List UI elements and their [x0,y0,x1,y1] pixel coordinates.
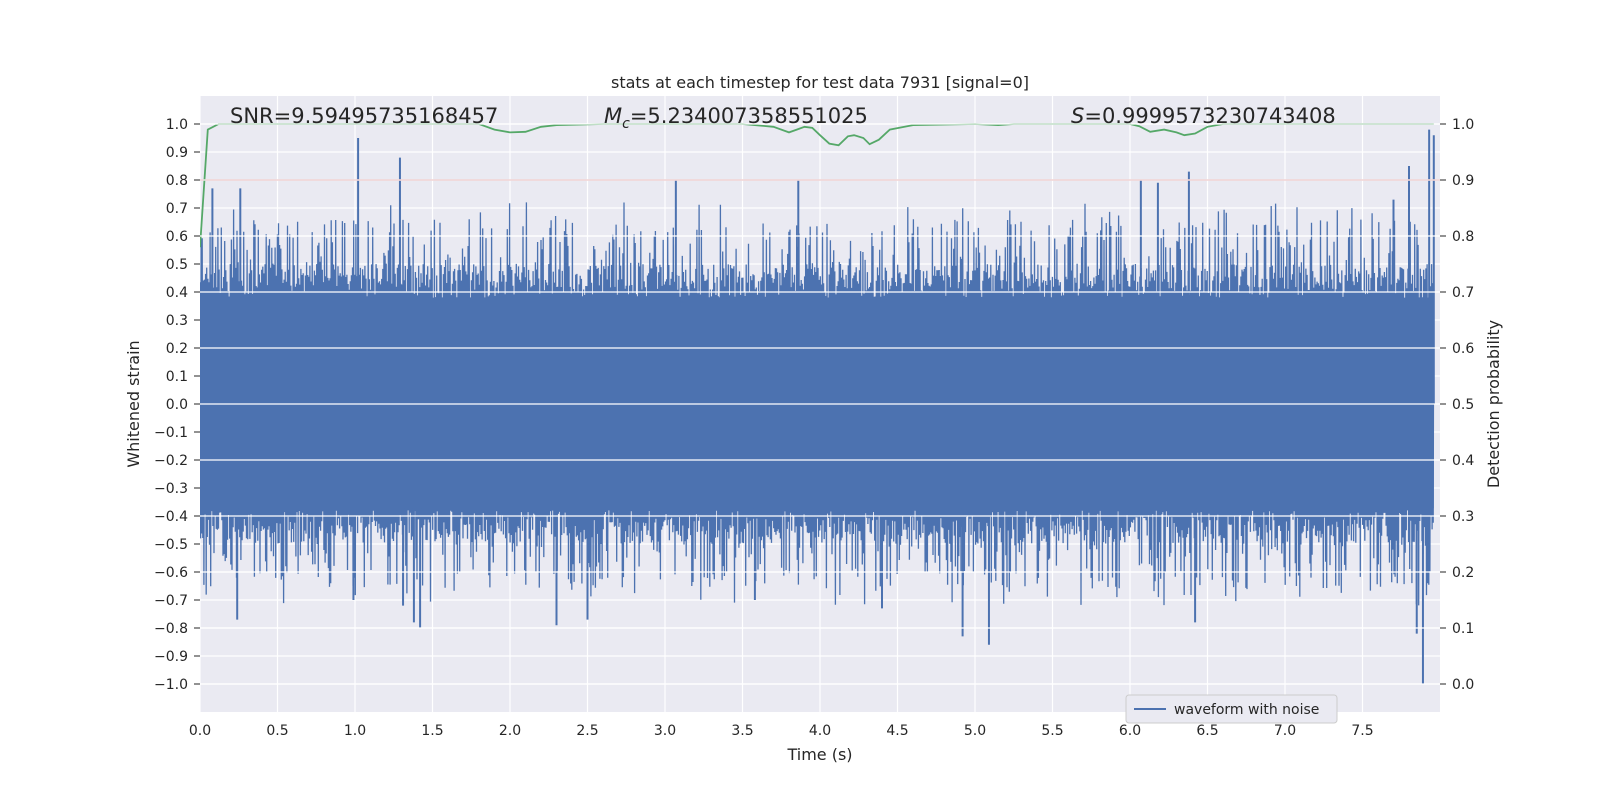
y2-tick-label: 0.3 [1452,509,1474,525]
y-tick-label: −0.9 [154,649,188,665]
y-tick-label: 0.4 [166,285,188,301]
y-tick-label: −0.1 [154,425,188,441]
y-tick-label: −0.3 [154,481,188,497]
x-tick-label: 3.5 [731,723,753,739]
x-tick-label: 4.5 [886,723,908,739]
x-tick-label: 0.0 [189,723,211,739]
chart-title: stats at each timestep for test data 793… [611,73,1029,92]
y-tick-label: 0.6 [166,229,188,245]
legend-box [1125,694,1338,724]
x-tick-label: 3.0 [654,723,676,739]
x-tick-label: 1.0 [344,723,366,739]
x-tick-label: 2.5 [576,723,598,739]
y-tick-label: 0.1 [166,369,188,385]
mc-value: =5.234007358551025 [630,104,868,128]
y-tick-label: −0.7 [154,593,188,609]
y2-axis-label: Detection probability [1484,320,1503,488]
y2-tick-label: 0.4 [1452,453,1474,469]
y2-tick-label: 0.7 [1452,285,1474,301]
x-tick-label: 4.0 [809,723,831,739]
probability-line [200,123,1434,248]
y-tick-label: −1.0 [154,677,188,693]
x-tick-label: 1.5 [421,723,443,739]
y-tick-label: 0.3 [166,313,188,329]
x-tick-label: 2.0 [499,723,521,739]
mc-subscript: c [622,116,630,132]
y-tick-label: −0.2 [154,453,188,469]
y-tick-label: 0.0 [166,397,188,413]
y-tick-label: −0.5 [154,537,188,553]
x-tick-label: 6.5 [1196,723,1218,739]
mc-symbol: M [604,104,622,128]
y2-tick-label: 0.5 [1452,397,1474,413]
snr-annotation: SNR=9.59495735168457 [230,104,498,128]
x-tick-label: 0.5 [266,723,288,739]
x-tick-label: 5.0 [964,723,986,739]
legend: waveform with noise [1125,694,1338,724]
y-tick-label: 0.7 [166,201,188,217]
y-axis-label: Whitened strain [124,340,143,467]
y2-tick-label: 0.8 [1452,229,1474,245]
y-tick-label: 0.5 [166,257,188,273]
y2-tick-label: 0.1 [1452,621,1474,637]
y2-tick-label: 0.6 [1452,341,1474,357]
x-tick-label: 6.0 [1119,723,1141,739]
y2-tick-label: 0.9 [1452,173,1474,189]
y2-tick-label: 0.2 [1452,565,1474,581]
legend-label: waveform with noise [1174,702,1319,718]
x-tick-label: 7.0 [1274,723,1296,739]
x-tick-label: 7.5 [1351,723,1373,739]
y-tick-label: 0.8 [166,173,188,189]
chirp-mass-annotation: Mc=5.234007358551025 [604,104,868,132]
x-tick-label: 5.5 [1041,723,1063,739]
s-value: =0.9999573230743408 [1084,104,1335,128]
y2-tick-label: 0.0 [1452,677,1474,693]
y-tick-label: −0.6 [154,565,188,581]
s-symbol: S [1071,104,1084,128]
y-tick-label: −0.8 [154,621,188,637]
y-tick-label: 1.0 [166,117,188,133]
s-annotation: S=0.9999573230743408 [1071,104,1336,128]
y-tick-label: 0.2 [166,341,188,357]
y-tick-label: −0.4 [154,509,188,525]
x-axis-label: Time (s) [786,745,852,764]
y-tick-label: 0.9 [166,145,188,161]
y2-tick-label: 1.0 [1452,117,1474,133]
